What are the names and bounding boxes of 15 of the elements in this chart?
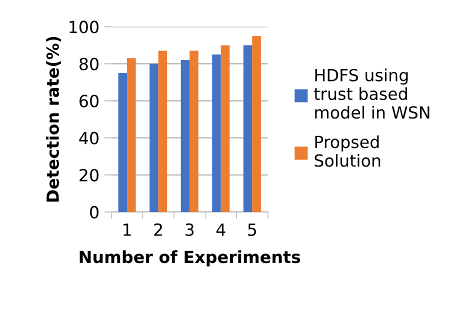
x-tick-label: 1 bbox=[124, 224, 131, 236]
x-tick-label: 3 bbox=[186, 223, 194, 236]
legend-label: HDFS using trust based model in WSN bbox=[314, 68, 430, 119]
x-tick-label: 2 bbox=[154, 223, 162, 236]
y-tick-label: 0 bbox=[90, 206, 98, 219]
y-tick-label: 40 bbox=[79, 132, 98, 144]
x-axis-title: Number of Experiments bbox=[80, 250, 300, 266]
y-tick-label: 60 bbox=[80, 94, 98, 108]
x-tick-label: 4 bbox=[216, 224, 226, 236]
y-tick-label: 80 bbox=[80, 58, 98, 70]
x-tick-label: 5 bbox=[248, 224, 256, 236]
y-axis-title: Detection rate(%) bbox=[46, 36, 61, 202]
y-tick-label: 20 bbox=[80, 168, 98, 182]
legend-label: Propsed Solution bbox=[314, 135, 380, 167]
y-tick-label: 100 bbox=[70, 20, 98, 34]
